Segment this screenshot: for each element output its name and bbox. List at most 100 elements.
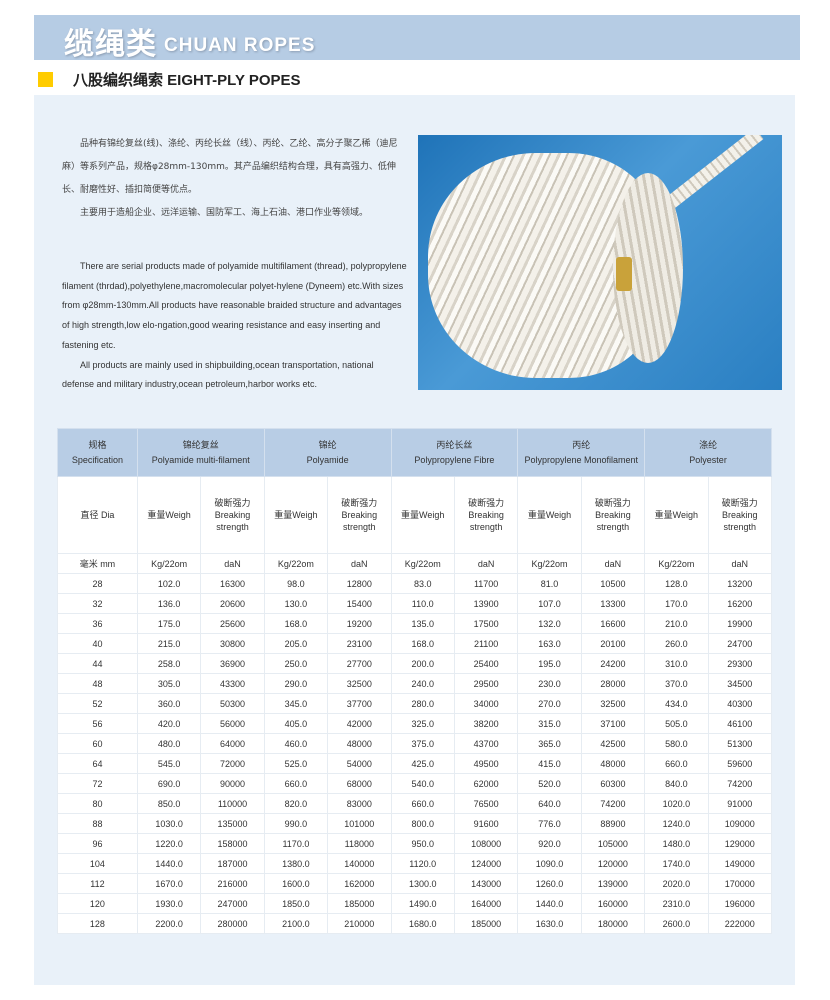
strength-cell: 109000 <box>707 813 773 834</box>
strength-cell: 48000 <box>327 733 392 754</box>
weight-cell: 460.0 <box>263 733 329 754</box>
strength-cell: 19900 <box>707 613 773 634</box>
table-row: 28 102.0 16300 98.0 12800 83.0 11700 81.0 10500 1… <box>57 573 773 594</box>
strength-cell: 60300 <box>580 773 646 794</box>
weight-cell: 205.0 <box>263 633 329 654</box>
category-title-cn: 缆绳类 <box>64 27 157 62</box>
strength-cell: 140000 <box>327 853 392 874</box>
strength-label-line: Breaking <box>341 510 378 520</box>
diameter-cell: 88 <box>57 813 138 834</box>
strength-cell: 16600 <box>580 613 646 634</box>
strength-cell: 20100 <box>580 633 646 654</box>
weight-cell: 1600.0 <box>263 873 329 894</box>
strength-cell: 30800 <box>200 633 265 654</box>
weight-cell: 200.0 <box>390 653 455 674</box>
material-group-header: 丙纶长丝 Polypropylene Fibre <box>390 428 519 477</box>
strength-cell: 28000 <box>580 673 646 694</box>
material-cn: 涤纶 <box>699 439 718 450</box>
material-cn: 锦纶复丝 <box>182 439 219 450</box>
strength-cell: 90000 <box>200 773 265 794</box>
diameter-cell: 36 <box>57 613 138 634</box>
strength-label-line: strength <box>216 522 249 532</box>
diameter-cell: 128 <box>57 913 138 934</box>
weight-cell: 315.0 <box>517 713 582 734</box>
spec-table: 规格 Specification 锦纶复丝 Polyamide multi-fila… <box>57 428 773 934</box>
weight-cell: 132.0 <box>517 613 582 634</box>
table-row: 52 360.0 50300 345.0 37700 280.0 34000 270.0 325… <box>57 693 773 714</box>
weight-cell: 2600.0 <box>644 913 709 934</box>
weight-cell: 850.0 <box>136 793 202 814</box>
strength-cell: 59600 <box>707 753 773 774</box>
strength-cell: 17500 <box>453 613 519 634</box>
strength-cell: 10500 <box>580 573 646 594</box>
strength-cell: 48000 <box>580 753 646 774</box>
strength-cell: 216000 <box>200 873 265 894</box>
weight-header: 重量Weigh <box>390 476 455 554</box>
strength-label-line: strength <box>723 522 757 532</box>
weight-cell: 98.0 <box>263 573 329 594</box>
diameter-cell: 104 <box>57 853 138 874</box>
unit-weight: Kg/22om <box>644 553 709 574</box>
strength-cell: 170000 <box>707 873 773 894</box>
diameter-cell: 96 <box>57 833 138 854</box>
weight-cell: 1930.0 <box>136 893 202 914</box>
material-group-header: 丙纶 Polypropylene Monofilament <box>517 428 646 477</box>
weight-cell: 660.0 <box>644 753 709 774</box>
weight-cell: 520.0 <box>517 773 582 794</box>
weight-cell: 1740.0 <box>644 853 709 874</box>
weight-cell: 260.0 <box>644 633 709 654</box>
strength-label-line: 破断强力 <box>341 498 378 508</box>
diameter-cell: 60 <box>57 733 138 754</box>
weight-cell: 1260.0 <box>517 873 582 894</box>
strength-cell: 118000 <box>327 833 392 854</box>
strength-cell: 56000 <box>200 713 265 734</box>
weight-cell: 1120.0 <box>390 853 455 874</box>
weight-cell: 135.0 <box>390 613 455 634</box>
weight-cell: 1680.0 <box>390 913 455 934</box>
square-bullet-icon <box>38 71 53 87</box>
strength-cell: 13300 <box>580 593 646 614</box>
table-row: 64 545.0 72000 525.0 54000 425.0 49500 415.0 480… <box>57 753 773 774</box>
intro-chinese: 品种有锦纶复丝(线)、涤纶、丙纶长丝（线）、丙纶、乙纶、高分子聚乙稀（迪尼麻）等… <box>62 133 407 225</box>
unit-dia: 毫米 mm <box>57 553 138 574</box>
strength-cell: 62000 <box>453 773 519 794</box>
strength-cell: 210000 <box>327 913 392 934</box>
strength-cell: 162000 <box>327 873 392 894</box>
intro-cn-paragraph: 主要用于造船企业、远洋运输、国防军工、海上石油、港口作业等领域。 <box>80 208 369 218</box>
strength-cell: 34500 <box>707 673 773 694</box>
strength-cell: 120000 <box>580 853 646 874</box>
weight-cell: 280.0 <box>390 693 455 714</box>
strength-cell: 42500 <box>580 733 646 754</box>
strength-cell: 20600 <box>200 593 265 614</box>
material-group-header: 锦纶 Polyamide <box>263 428 392 477</box>
table-row: 80 850.0 110000 820.0 83000 660.0 76500 640.0 74… <box>57 793 773 814</box>
section-title: 八股编织绳索 EIGHT-PLY POPES <box>73 71 301 89</box>
weight-cell: 415.0 <box>517 753 582 774</box>
strength-cell: 64000 <box>200 733 265 754</box>
strength-cell: 51300 <box>707 733 773 754</box>
table-row: 120 1930.0 247000 1850.0 185000 1490.0 164000 1… <box>57 893 773 914</box>
dia-header: 直径 Dia <box>57 476 138 554</box>
strength-cell: 129000 <box>707 833 773 854</box>
weight-cell: 540.0 <box>390 773 455 794</box>
strength-label-line: 破断强力 <box>721 498 758 508</box>
weight-cell: 1490.0 <box>390 893 455 914</box>
strength-cell: 15400 <box>327 593 392 614</box>
weight-cell: 1300.0 <box>390 873 455 894</box>
material-cn: 锦纶 <box>318 439 337 450</box>
strength-cell: 40300 <box>707 693 773 714</box>
spec-en: Specification <box>71 454 123 465</box>
weight-cell: 800.0 <box>390 813 455 834</box>
diameter-cell: 64 <box>57 753 138 774</box>
diameter-cell: 112 <box>57 873 138 894</box>
weight-cell: 110.0 <box>390 593 455 614</box>
weight-cell: 434.0 <box>644 693 709 714</box>
weight-cell: 370.0 <box>644 673 709 694</box>
weight-cell: 425.0 <box>390 753 455 774</box>
category-banner: 缆绳类 CHUAN ROPES <box>34 15 800 62</box>
strength-cell: 196000 <box>707 893 773 914</box>
diameter-cell: 32 <box>57 593 138 614</box>
weight-cell: 580.0 <box>644 733 709 754</box>
strength-label-line: Breaking <box>214 510 251 520</box>
unit-weight: Kg/22om <box>136 553 202 574</box>
